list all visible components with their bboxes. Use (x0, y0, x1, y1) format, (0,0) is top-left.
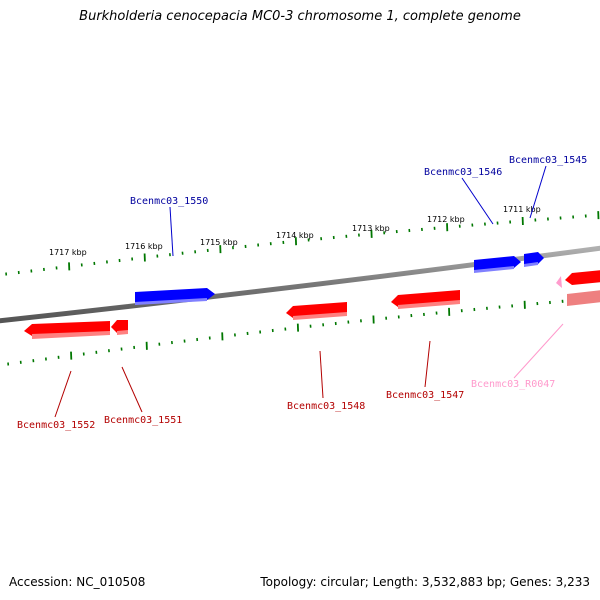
leader-line-1545 (529, 165, 547, 219)
leader-line-1546 (461, 177, 494, 225)
gene-arrow-bcenmc03-1550-shade (135, 298, 207, 305)
gene-label[interactable]: Bcenmc03_1545 (509, 155, 587, 166)
reverse-genes (24, 270, 600, 339)
scale-label: 1713 kbp (352, 224, 390, 233)
gene-labels: Bcenmc03_1550 Bcenmc03_1546 Bcenmc03_154… (17, 155, 587, 431)
rna-arrow-bcenmc03-r0047[interactable] (556, 276, 562, 288)
leader-line-1547 (424, 340, 431, 388)
gene-label[interactable]: Bcenmc03_1551 (104, 415, 182, 426)
scale-label: 1711 kbp (503, 205, 541, 214)
accession-text: Accession: NC_010508 (9, 575, 146, 589)
gene-label[interactable]: Bcenmc03_R0047 (471, 379, 555, 390)
scale-label: 1716 kbp (125, 242, 163, 251)
scale-labels: 1717 kbp 1716 kbp 1715 kbp 1714 kbp 1713… (49, 205, 541, 257)
map-title: Burkholderia cenocepacia MC0-3 chromosom… (79, 9, 521, 24)
gene-arrow-right-edge[interactable] (565, 270, 600, 285)
gene-label[interactable]: Bcenmc03_1548 (287, 401, 365, 412)
leader-line-1548 (319, 350, 324, 399)
scale-label: 1717 kbp (49, 248, 87, 257)
gene-arrow-bcenmc03-1546-shade (474, 266, 514, 273)
scale-label: 1712 kbp (427, 215, 465, 224)
genome-summary-text: Topology: circular; Length: 3,532,883 bp… (260, 575, 590, 589)
leader-line-r0047 (513, 323, 564, 379)
gene-arrow-right-edge-shade (567, 290, 600, 306)
scale-ticks-outer (5, 211, 600, 276)
gene-label[interactable]: Bcenmc03_1550 (130, 196, 208, 207)
gene-arrow-bcenmc03-1545-shade (524, 262, 538, 267)
leader-line-1550 (169, 206, 174, 257)
gene-label[interactable]: Bcenmc03_1547 (386, 390, 464, 401)
leader-line-1552 (54, 370, 72, 418)
scale-label: 1715 kbp (200, 238, 238, 247)
scale-label: 1714 kbp (276, 231, 314, 240)
gene-arrow-bcenmc03-1551-shade (117, 330, 128, 335)
gene-label[interactable]: Bcenmc03_1552 (17, 420, 95, 431)
gene-arrow-bcenmc03-1551[interactable] (111, 320, 128, 333)
gene-arrow-bcenmc03-1545[interactable] (524, 252, 544, 266)
gene-arrow-bcenmc03-1547-shade (398, 300, 460, 309)
label-leaders (54, 165, 564, 418)
gene-label[interactable]: Bcenmc03_1546 (424, 167, 502, 178)
leader-line-1551 (121, 366, 143, 413)
gene-arrow-bcenmc03-1548-shade (293, 312, 347, 320)
gene-arrow-bcenmc03-1552-shade (32, 331, 110, 339)
forward-genes (135, 252, 544, 305)
